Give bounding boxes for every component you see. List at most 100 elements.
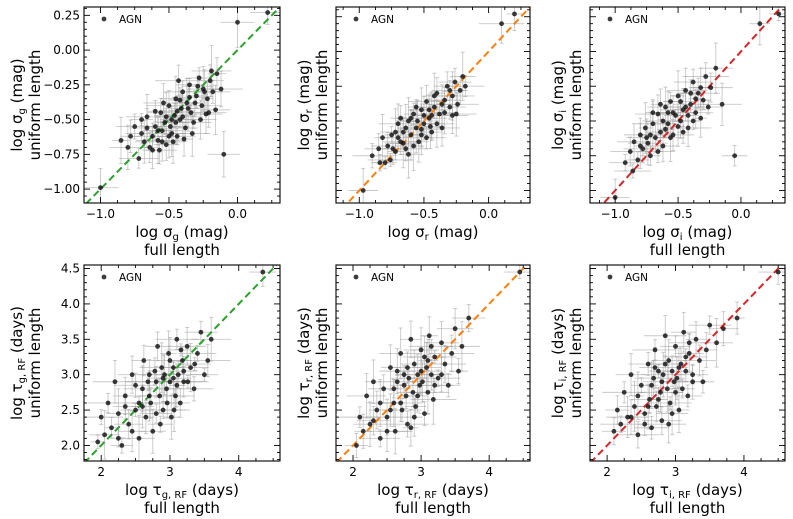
- data-point: [136, 156, 142, 161]
- legend-marker: [353, 16, 359, 22]
- data-point: [98, 185, 103, 191]
- data-point: [659, 418, 665, 424]
- data-point: [695, 90, 701, 96]
- data-point: [139, 117, 144, 122]
- data-point: [195, 351, 200, 356]
- data-point: [118, 138, 124, 143]
- x-axis-label-line2: full length: [395, 499, 471, 517]
- data-point: [196, 75, 202, 81]
- data-point: [656, 397, 661, 402]
- data-point: [163, 114, 169, 120]
- data-point: [115, 435, 121, 441]
- data-point: [667, 400, 673, 406]
- data-point: [156, 147, 162, 153]
- data-point: [637, 132, 643, 138]
- data-point: [162, 119, 168, 125]
- data-point: [388, 365, 393, 370]
- data-point: [377, 400, 383, 406]
- y-tick-label: 2.0: [61, 438, 80, 452]
- data-point: [406, 375, 412, 381]
- data-point: [128, 133, 134, 139]
- data-point: [161, 100, 166, 106]
- data-point: [191, 386, 197, 392]
- data-point: [173, 393, 178, 399]
- x-tick-label: −0.5: [154, 207, 183, 221]
- data-point: [647, 153, 653, 159]
- data-point: [377, 435, 383, 441]
- x-tick-label: 0.0: [731, 207, 750, 221]
- data-point: [394, 379, 400, 385]
- data-point: [125, 144, 131, 150]
- data-point: [152, 368, 158, 374]
- data-point: [659, 379, 665, 385]
- y-tick-label: 4.5: [61, 262, 80, 276]
- y-axis-label: log σi (mag): [549, 60, 569, 150]
- y-axis-label: log σg (mag): [8, 58, 28, 151]
- data-point: [367, 421, 373, 427]
- data-point: [642, 411, 648, 416]
- data-point: [635, 432, 641, 438]
- data-point: [204, 96, 210, 102]
- data-point: [403, 393, 409, 399]
- data-point: [455, 101, 460, 107]
- data-point: [385, 143, 391, 149]
- data-point: [660, 143, 666, 149]
- data-point: [126, 421, 132, 427]
- x-axis-label-line2: full length: [650, 241, 726, 259]
- data-point: [371, 418, 376, 424]
- data-point: [669, 368, 675, 374]
- x-tick-label: 4: [485, 465, 493, 479]
- data-point: [449, 351, 455, 356]
- data-point: [705, 104, 711, 110]
- legend-marker: [607, 274, 613, 280]
- x-tick-label: −1.0: [601, 207, 630, 221]
- plot-area: [84, 7, 280, 203]
- data-point: [668, 99, 673, 104]
- data-point: [143, 414, 149, 420]
- panel-sigma-g: −1.0 −0.5 0.0 −1.00 −0.75 −0.50 −0.25 0.00 0.25 A…: [8, 6, 281, 259]
- data-point: [698, 115, 704, 121]
- data-point: [205, 358, 211, 363]
- data-point: [650, 110, 656, 116]
- plot-area: [84, 265, 278, 461]
- data-point: [174, 133, 180, 139]
- data-point: [191, 119, 197, 125]
- data-point: [206, 110, 212, 116]
- data-point: [665, 110, 671, 116]
- x-tick-label: 2: [97, 465, 105, 479]
- data-point: [188, 110, 194, 116]
- data-point: [185, 106, 191, 111]
- data-point: [435, 375, 441, 381]
- data-point: [192, 100, 198, 106]
- y-axis-label: log σr (mag): [295, 59, 315, 150]
- data-point: [183, 125, 188, 131]
- x-tick-label: 2: [603, 465, 611, 479]
- data-point: [690, 372, 696, 378]
- x-tick-label: 3: [417, 465, 425, 479]
- data-point: [452, 79, 458, 85]
- data-point: [635, 157, 641, 163]
- data-point: [618, 421, 624, 427]
- data-point: [105, 400, 111, 406]
- data-point: [418, 368, 424, 374]
- data-point: [395, 135, 401, 141]
- data-point: [213, 107, 218, 113]
- data-point: [401, 382, 407, 388]
- data-point: [439, 101, 445, 107]
- y-axis-label: log τg, RF (days): [8, 306, 28, 420]
- data-point: [431, 93, 437, 99]
- data-point: [144, 125, 150, 131]
- data-point: [169, 117, 175, 122]
- data-point: [159, 128, 165, 134]
- data-point: [690, 379, 696, 385]
- data-point: [637, 143, 643, 149]
- data-point: [140, 386, 145, 392]
- data-point: [360, 188, 366, 193]
- data-point: [420, 379, 425, 385]
- data-point: [512, 11, 517, 17]
- data-point: [235, 19, 240, 25]
- data-point: [160, 407, 166, 413]
- data-point: [157, 393, 163, 399]
- data-point: [150, 133, 155, 139]
